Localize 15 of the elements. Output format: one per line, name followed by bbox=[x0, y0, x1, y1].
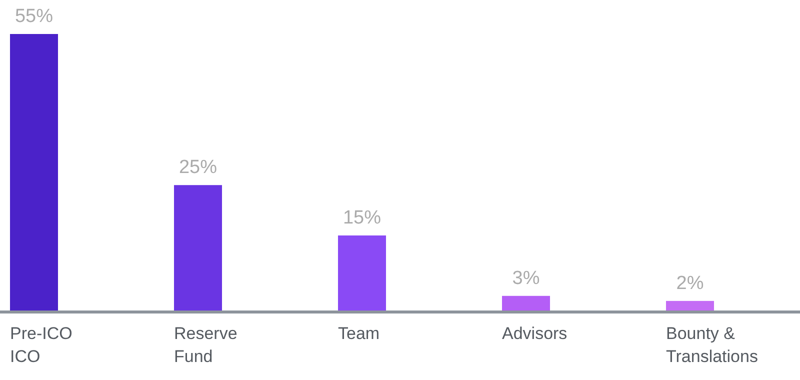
x-tick-label: Team bbox=[338, 324, 380, 343]
data-label: 3% bbox=[512, 268, 540, 289]
x-tick-label: Pre-ICO ICO bbox=[10, 324, 72, 366]
x-tick-label: Advisors bbox=[502, 324, 568, 343]
bar bbox=[338, 235, 386, 311]
bar bbox=[666, 300, 714, 311]
bar bbox=[10, 34, 58, 311]
bar bbox=[174, 185, 222, 311]
data-label: 25% bbox=[178, 157, 218, 178]
x-tick-label: Bounty & Translations bbox=[666, 324, 758, 366]
bar bbox=[502, 296, 550, 311]
data-label: 15% bbox=[342, 207, 382, 228]
data-label: 2% bbox=[676, 272, 704, 294]
x-tick-label: Reserve Fund bbox=[174, 324, 238, 366]
data-label: 55% bbox=[14, 6, 54, 27]
